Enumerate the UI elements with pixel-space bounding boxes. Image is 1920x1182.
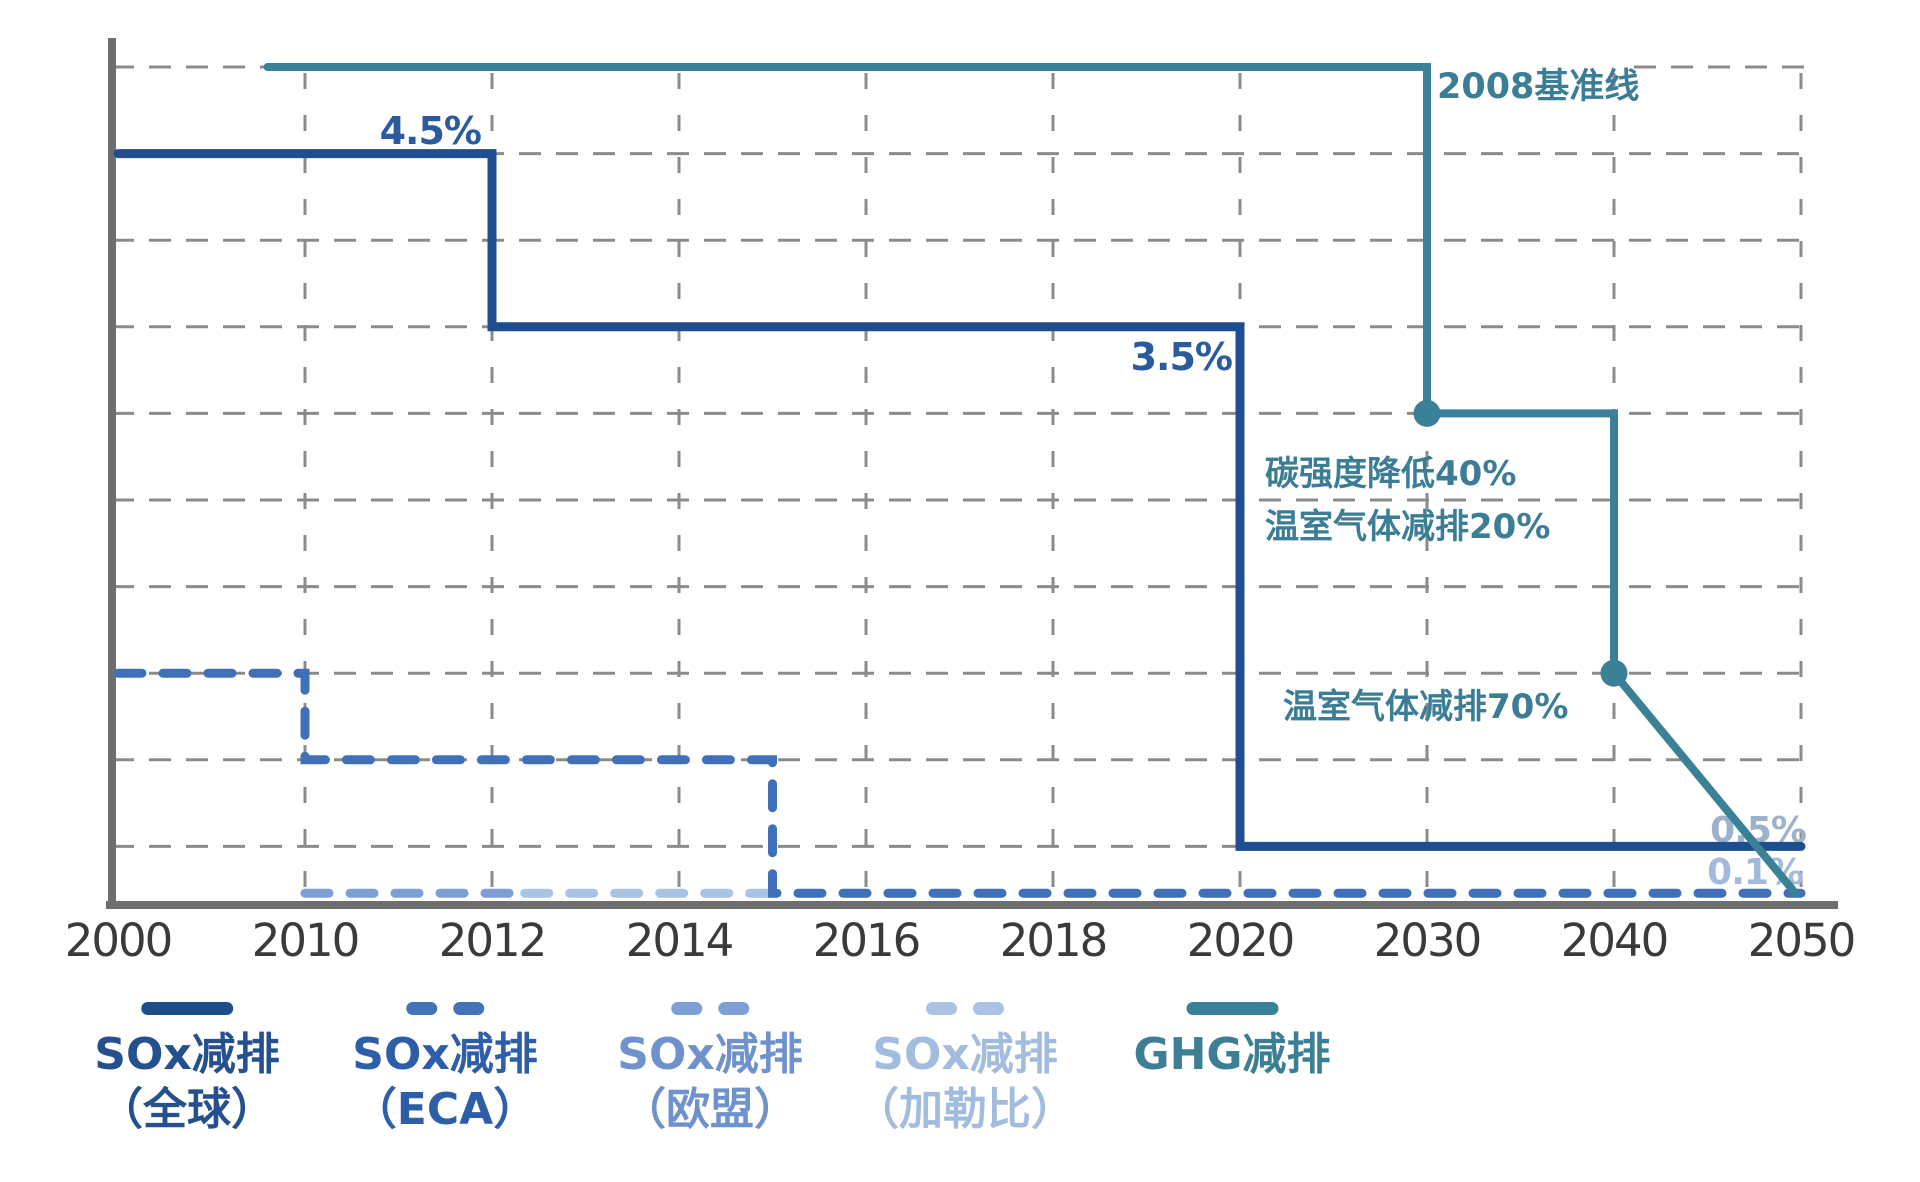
- annotation-rate-3-5: 3.5%: [1131, 335, 1232, 379]
- x-tick-label: 2012: [439, 914, 546, 967]
- series-eca: [113, 668, 1806, 898]
- annotation-baseline-2008: 2008基准线: [1437, 67, 1639, 107]
- series-ghg-marker-2030: [1413, 399, 1441, 427]
- x-tick-label: 2030: [1374, 914, 1481, 967]
- annotation-note-2040: 温室气体减排70%: [1283, 687, 1568, 727]
- annotation-rate-4-5: 4.5%: [380, 109, 481, 153]
- x-tick-label: 2040: [1561, 914, 1668, 967]
- annotation-note-2030-line2: 温室气体减排20%: [1265, 507, 1550, 547]
- series-ghg-marker-2040: [1600, 659, 1628, 687]
- x-tick-label: 2020: [1187, 914, 1294, 967]
- x-tick-label: 2050: [1748, 914, 1855, 967]
- series-ghg: [263, 63, 1800, 898]
- x-tick-label: 2014: [626, 914, 733, 967]
- series-global: [113, 149, 1806, 851]
- x-tick-label: 2000: [65, 914, 172, 967]
- x-tick-label: 2016: [813, 914, 920, 967]
- x-tick-label: 2010: [252, 914, 359, 967]
- x-tick-label: 2018: [1000, 914, 1107, 967]
- annotation-note-2030-line1: 碳强度降低40%: [1265, 454, 1516, 494]
